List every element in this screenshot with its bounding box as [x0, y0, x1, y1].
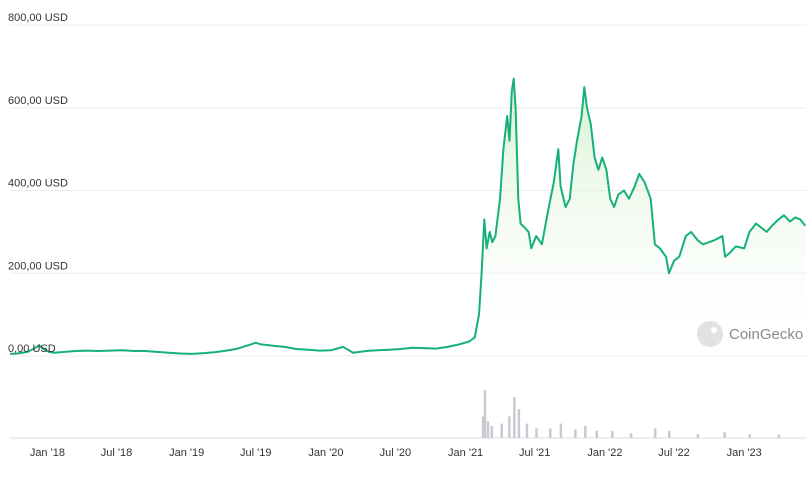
volume-bar	[500, 423, 503, 438]
volume-bar	[490, 426, 494, 438]
volume-bar	[696, 434, 700, 438]
volume-bar	[653, 428, 657, 438]
x-tick-label: Jan '21	[448, 447, 483, 459]
volume-bar	[548, 428, 552, 438]
volume-bar	[748, 434, 752, 438]
coingecko-watermark: CoinGecko	[697, 321, 803, 347]
gecko-logo-icon	[697, 321, 723, 347]
volume-bar	[525, 423, 529, 438]
price-area-fill	[10, 78, 806, 357]
x-axis-labels: Jan '18 Jul '18 Jan '19 Jul '19 Jan '20 Jul '…	[30, 447, 762, 459]
volume-bar	[668, 430, 671, 438]
x-tick-label: Jan '19	[169, 447, 204, 459]
x-tick-label: Jul '20	[380, 447, 411, 459]
volume-bar	[486, 421, 490, 438]
x-tick-label: Jan '20	[308, 447, 343, 459]
volume-bar	[481, 416, 485, 438]
volume-bar	[584, 426, 587, 438]
y-tick-label: 0,00 USD	[8, 343, 56, 355]
y-axis-labels: 0,00 USD 200,00 USD 400,00 USD 600,00 USD 80…	[8, 12, 68, 355]
x-tick-label: Jul '21	[519, 447, 550, 459]
price-line	[9, 77, 806, 355]
gecko-eye	[711, 327, 717, 333]
y-tick-label: 400,00 USD	[8, 178, 68, 190]
volume-bar	[777, 434, 781, 438]
x-tick-label: Jul '19	[240, 447, 271, 459]
y-tick-label: 200,00 USD	[8, 260, 68, 272]
x-tick-label: Jan '18	[30, 447, 65, 459]
volume-bar	[629, 433, 633, 438]
volume-bar	[517, 409, 521, 438]
volume-bar	[611, 430, 614, 438]
volume-bar	[559, 423, 563, 438]
volume-bar	[535, 428, 538, 438]
volume-bar	[595, 430, 599, 438]
x-tick-label: Jan '22	[587, 447, 622, 459]
price-area	[10, 78, 806, 357]
volume-bar	[513, 397, 516, 438]
volume-bar	[508, 416, 511, 438]
volume-bar	[483, 390, 487, 438]
x-tick-label: Jan '23	[727, 447, 762, 459]
price-series-line	[9, 77, 806, 355]
x-tick-label: Jul '22	[658, 447, 689, 459]
y-tick-label: 600,00 USD	[8, 95, 68, 107]
volume-bars	[10, 390, 806, 439]
watermark-brand: CoinGecko	[729, 326, 803, 343]
volume-bar	[723, 432, 726, 438]
y-tick-label: 800,00 USD	[8, 12, 68, 24]
x-tick-label: Jul '18	[101, 447, 132, 459]
volume-bar	[574, 429, 577, 438]
